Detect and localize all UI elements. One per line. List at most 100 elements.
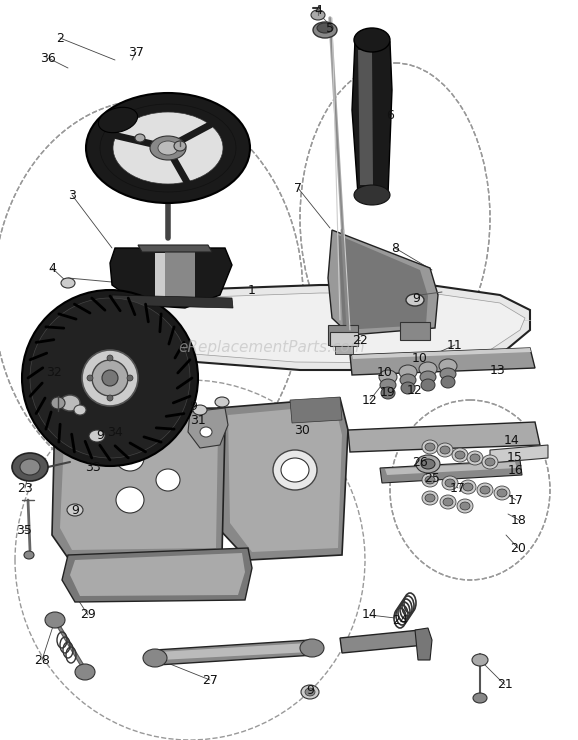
Polygon shape xyxy=(358,50,373,185)
Text: 12: 12 xyxy=(407,383,423,397)
Ellipse shape xyxy=(156,469,180,491)
Ellipse shape xyxy=(150,136,186,160)
Ellipse shape xyxy=(406,294,424,306)
Ellipse shape xyxy=(440,446,450,454)
Polygon shape xyxy=(415,628,432,660)
Ellipse shape xyxy=(442,476,458,490)
Ellipse shape xyxy=(301,685,319,699)
Text: 8: 8 xyxy=(391,241,399,255)
Polygon shape xyxy=(385,462,517,475)
Ellipse shape xyxy=(273,450,317,490)
Text: 21: 21 xyxy=(497,679,513,691)
Ellipse shape xyxy=(82,350,138,406)
Text: 23: 23 xyxy=(17,482,33,494)
Ellipse shape xyxy=(455,451,465,459)
Text: 2: 2 xyxy=(56,32,64,44)
Ellipse shape xyxy=(497,489,507,497)
Ellipse shape xyxy=(457,499,473,513)
Text: 9: 9 xyxy=(71,503,79,517)
Polygon shape xyxy=(490,445,548,463)
Text: 12: 12 xyxy=(362,394,378,406)
Ellipse shape xyxy=(441,376,455,388)
Text: 9: 9 xyxy=(306,684,314,696)
Bar xyxy=(328,325,358,345)
Ellipse shape xyxy=(482,455,498,469)
Text: 26: 26 xyxy=(412,456,428,468)
Bar xyxy=(330,332,358,346)
Bar xyxy=(400,322,430,340)
Ellipse shape xyxy=(135,134,145,142)
Text: 31: 31 xyxy=(190,414,206,426)
Ellipse shape xyxy=(399,365,417,379)
Text: 18: 18 xyxy=(511,514,527,526)
Ellipse shape xyxy=(24,551,34,559)
Ellipse shape xyxy=(143,649,167,667)
Ellipse shape xyxy=(12,453,48,481)
Ellipse shape xyxy=(463,483,473,491)
Ellipse shape xyxy=(467,451,483,465)
Text: 28: 28 xyxy=(34,653,50,667)
Polygon shape xyxy=(188,408,228,448)
Ellipse shape xyxy=(380,379,396,391)
Ellipse shape xyxy=(425,494,435,502)
Ellipse shape xyxy=(113,112,223,184)
Text: 22: 22 xyxy=(352,334,368,346)
Polygon shape xyxy=(218,398,348,560)
Ellipse shape xyxy=(440,368,456,380)
Ellipse shape xyxy=(460,480,476,494)
Text: 11: 11 xyxy=(447,338,463,352)
Ellipse shape xyxy=(300,639,324,657)
Ellipse shape xyxy=(470,454,480,462)
Polygon shape xyxy=(155,253,165,299)
Ellipse shape xyxy=(494,486,510,500)
Ellipse shape xyxy=(379,370,397,384)
Text: 16: 16 xyxy=(508,463,524,477)
Ellipse shape xyxy=(30,298,190,458)
Ellipse shape xyxy=(425,476,435,484)
Ellipse shape xyxy=(422,473,438,487)
Polygon shape xyxy=(348,422,540,452)
Ellipse shape xyxy=(60,395,80,411)
Text: 36: 36 xyxy=(40,52,56,64)
Ellipse shape xyxy=(86,93,250,203)
Ellipse shape xyxy=(439,359,457,373)
Ellipse shape xyxy=(472,654,488,666)
Ellipse shape xyxy=(102,370,118,386)
Ellipse shape xyxy=(61,278,75,288)
Ellipse shape xyxy=(401,382,415,394)
Ellipse shape xyxy=(420,371,436,383)
Text: 17: 17 xyxy=(450,482,466,494)
Ellipse shape xyxy=(354,185,390,205)
Ellipse shape xyxy=(51,397,65,409)
Ellipse shape xyxy=(87,375,93,381)
Text: 19: 19 xyxy=(380,386,396,399)
Text: 9: 9 xyxy=(96,428,104,442)
Ellipse shape xyxy=(400,374,416,386)
Ellipse shape xyxy=(74,405,86,415)
Ellipse shape xyxy=(460,502,470,510)
Bar xyxy=(335,346,353,354)
Text: 10: 10 xyxy=(412,352,428,365)
Polygon shape xyxy=(338,235,428,330)
Text: 30: 30 xyxy=(294,423,310,437)
Ellipse shape xyxy=(421,459,435,469)
Ellipse shape xyxy=(127,375,133,381)
Text: 32: 32 xyxy=(46,366,62,378)
Ellipse shape xyxy=(158,141,178,155)
Ellipse shape xyxy=(311,10,325,20)
Text: 13: 13 xyxy=(490,363,506,377)
Text: 14: 14 xyxy=(504,434,520,446)
Text: 14: 14 xyxy=(362,608,378,622)
Text: 34: 34 xyxy=(107,425,123,439)
Ellipse shape xyxy=(100,104,236,192)
Ellipse shape xyxy=(67,504,83,516)
Polygon shape xyxy=(158,643,310,660)
Text: 15: 15 xyxy=(507,451,523,463)
Polygon shape xyxy=(75,285,530,370)
Ellipse shape xyxy=(98,107,138,132)
Ellipse shape xyxy=(421,379,435,391)
Ellipse shape xyxy=(425,443,435,451)
Text: 4: 4 xyxy=(314,4,322,16)
Polygon shape xyxy=(352,40,392,195)
Polygon shape xyxy=(110,248,232,308)
